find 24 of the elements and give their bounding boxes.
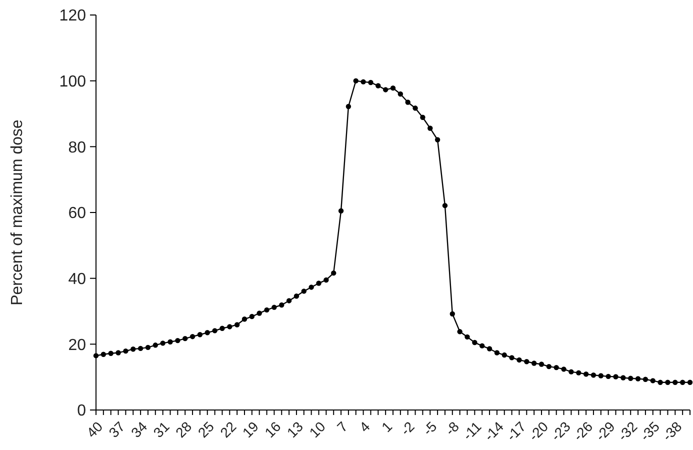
x-tick-label: 37 (106, 418, 128, 441)
x-tick-label: -5 (420, 418, 440, 438)
x-tick-label: 25 (194, 418, 218, 441)
x-tick-label: -2 (397, 418, 418, 438)
x-tick-label: 1 (378, 418, 396, 436)
x-tick-label: 22 (216, 418, 240, 441)
x-tick-label: 10 (306, 418, 328, 441)
x-tick-label: 13 (284, 418, 306, 441)
x-tick-label: 34 (128, 418, 150, 441)
y-tick-label: 60 (68, 205, 86, 222)
x-tick-label: 28 (172, 418, 195, 441)
y-tick-label: 80 (68, 139, 86, 156)
x-tick-label: 4 (356, 418, 374, 436)
y-tick-label: 0 (77, 402, 86, 420)
y-tick-label: 20 (68, 336, 86, 354)
y-axis-title: Percent of maximum dose (9, 119, 26, 306)
y-tick-label: 100 (59, 73, 86, 90)
x-tick-label: 31 (150, 418, 173, 441)
x-tick-label: 40 (83, 418, 106, 441)
y-tick-label: 40 (68, 270, 86, 288)
y-tick-label: 120 (59, 8, 86, 25)
x-tick-label: 7 (334, 418, 351, 436)
x-tick-label: 19 (239, 418, 262, 441)
x-tick-label: 16 (261, 418, 284, 441)
